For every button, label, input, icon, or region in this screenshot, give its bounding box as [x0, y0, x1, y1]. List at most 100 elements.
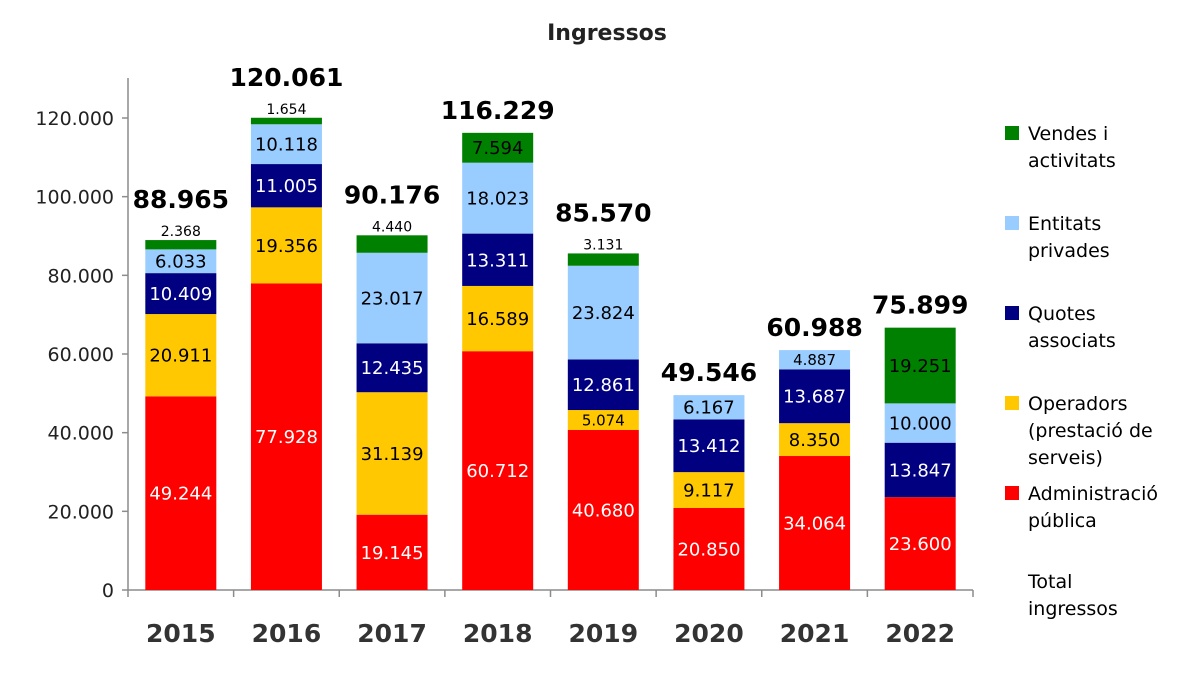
data-label: 18.023: [466, 189, 529, 210]
bar-segment: [145, 396, 217, 590]
data-label: 13.412: [677, 436, 740, 457]
data-label: 60.712: [466, 461, 529, 482]
bar-segment: [779, 423, 851, 457]
chart-title: Ingressos: [547, 21, 667, 46]
data-label: 3.131: [583, 237, 623, 253]
data-label: 20.911: [149, 346, 212, 367]
data-label: 19.356: [255, 236, 318, 257]
data-label: 1.654: [266, 102, 306, 118]
bar-segment: [673, 395, 745, 420]
data-label: 19.145: [361, 543, 424, 564]
total-label: 49.546: [661, 358, 757, 387]
legend-label: (prestació de: [1028, 420, 1153, 442]
total-label: 88.965: [133, 185, 229, 214]
total-label: 90.176: [344, 180, 440, 209]
x-tick-label: 2016: [252, 619, 322, 648]
bar-segment: [356, 235, 428, 253]
bar-segment: [567, 359, 639, 411]
data-label: 4.887: [793, 351, 836, 369]
legend-label: Operadors: [1028, 393, 1128, 415]
x-tick-label: 2021: [780, 619, 850, 648]
data-label: 6.033: [155, 252, 207, 273]
bar-segment: [673, 419, 745, 473]
data-label: 34.064: [783, 513, 846, 534]
data-label: 77.928: [255, 427, 318, 448]
bar-segment: [356, 252, 428, 344]
legend-label: Entitats: [1028, 213, 1101, 235]
bar-segment: [356, 514, 428, 590]
bar-segment: [884, 327, 956, 404]
bar-segment: [567, 410, 639, 430]
bar-segment: [145, 314, 217, 397]
data-label: 12.861: [572, 375, 635, 396]
total-label: 120.061: [230, 63, 344, 92]
data-label: 11.005: [255, 176, 318, 197]
bar-segment: [567, 253, 639, 266]
bar-segment: [673, 472, 745, 508]
y-tick-label: 100.000: [35, 187, 114, 209]
total-label: 60.988: [766, 313, 862, 342]
y-tick-label: 80.000: [48, 265, 114, 287]
y-tick-label: 60.000: [48, 344, 114, 366]
legend-label: ingressos: [1028, 598, 1118, 620]
y-tick-label: 20.000: [48, 501, 114, 523]
bar-segment: [462, 132, 534, 163]
bar-segment: [462, 162, 534, 234]
data-label: 10.409: [149, 284, 212, 305]
legend-label: privades: [1028, 240, 1110, 262]
y-tick-label: 40.000: [48, 423, 114, 445]
bar-segment: [250, 207, 322, 284]
data-label: 23.600: [889, 534, 952, 555]
data-label: 13.311: [466, 250, 529, 271]
legend-label: serveis): [1028, 447, 1103, 469]
x-tick-label: 2020: [674, 619, 744, 648]
bar-segment: [145, 273, 217, 315]
data-label: 8.350: [789, 430, 841, 451]
data-label: 6.167: [683, 398, 735, 419]
legend: Vendes i activitats Entitats privades Quotes…: [1005, 123, 1158, 620]
bar-segment: [779, 350, 851, 370]
bar-segment: [673, 507, 745, 590]
bar-segment: [779, 369, 851, 424]
data-label: 49.244: [149, 484, 212, 505]
data-label: 7.594: [472, 138, 524, 159]
data-label: 10.118: [255, 135, 318, 156]
legend-label: activitats: [1028, 150, 1116, 172]
bar-segment: [145, 249, 217, 274]
bar-segment: [250, 124, 322, 165]
bar-segment: [462, 233, 534, 286]
x-tick-label: 2017: [357, 619, 427, 648]
legend-label: Total: [1027, 571, 1072, 593]
data-label: 20.850: [677, 539, 740, 560]
bar-segment: [567, 429, 639, 590]
legend-label: Vendes i: [1028, 123, 1108, 145]
bar-segment: [356, 392, 428, 515]
x-tick-label: 2018: [463, 619, 533, 648]
bar-segment: [250, 117, 322, 125]
bar-segment: [884, 442, 956, 498]
bar-segment: [145, 240, 217, 250]
data-label: 10.000: [889, 414, 952, 435]
data-label: 5.074: [582, 411, 625, 429]
bar-segment: [779, 456, 851, 590]
legend-swatch: [1005, 396, 1019, 410]
bar-segment: [462, 285, 534, 352]
data-label: 19.251: [889, 356, 952, 377]
y-tick-label: 0: [102, 580, 114, 602]
data-label: 23.824: [572, 303, 635, 324]
legend-label: Administració: [1028, 483, 1158, 505]
data-label: 12.435: [361, 358, 424, 379]
legend-swatch: [1005, 486, 1019, 500]
total-label: 85.570: [555, 198, 651, 227]
data-label: 23.017: [361, 289, 424, 310]
bars: [145, 117, 956, 590]
total-label: 116.229: [441, 96, 555, 125]
data-label: 31.139: [361, 444, 424, 465]
bar-segment: [884, 497, 956, 590]
legend-label: Quotes: [1028, 303, 1096, 325]
data-label: 9.117: [683, 481, 735, 502]
legend-swatch: [1005, 306, 1019, 320]
bar-segment: [356, 343, 428, 393]
bar-segment: [250, 164, 322, 208]
data-label: 13.847: [889, 460, 952, 481]
